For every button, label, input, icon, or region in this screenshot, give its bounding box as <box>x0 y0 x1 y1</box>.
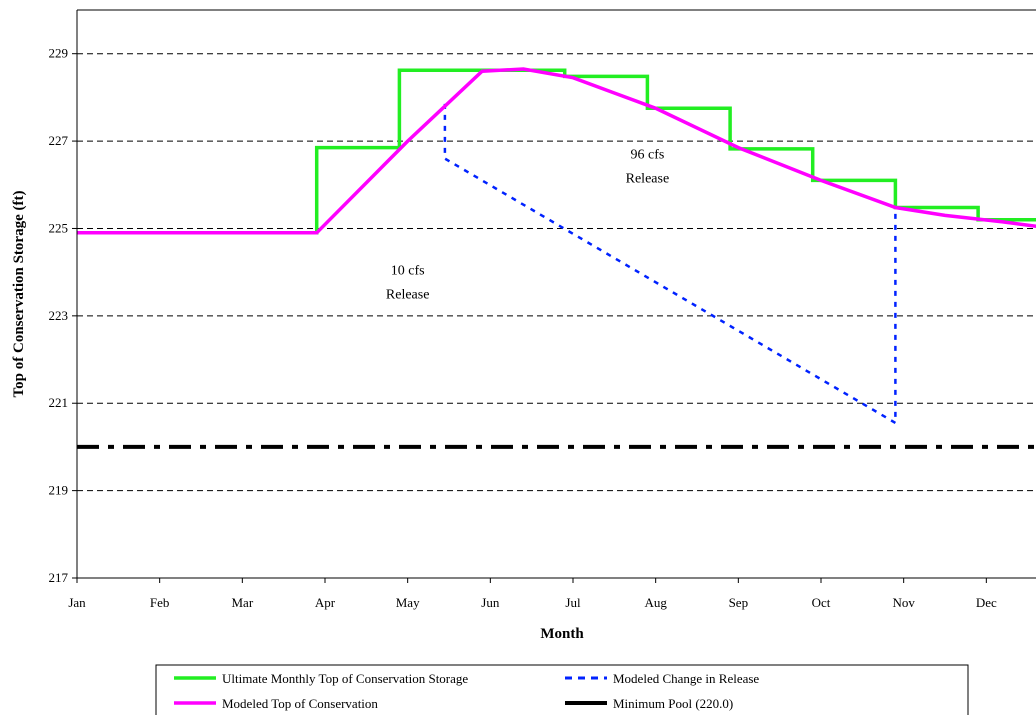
gridlines <box>77 53 1036 492</box>
y-tick-label: 225 <box>49 220 69 235</box>
axes <box>76 9 1036 579</box>
y-tick-label: 223 <box>49 308 69 323</box>
annotations: 96 cfs Release 10 cfs Release <box>386 148 669 303</box>
y-tick-label: 219 <box>49 483 69 498</box>
x-tick-label: May <box>396 595 420 610</box>
x-tick-label: Oct <box>812 595 831 610</box>
series-line-ultimate-monthly-top-of-conservation-storage <box>77 68 1036 235</box>
legend-label-minimum-pool-220-0: Minimum Pool (220.0) <box>613 696 733 711</box>
legend-label-modeled-change-in-release: Modeled Change in Release <box>613 671 759 686</box>
y-tick-label: 227 <box>49 133 69 148</box>
legend-box <box>155 664 969 715</box>
series-line-modeled-change-in-release <box>443 103 897 426</box>
x-tick-label: Apr <box>315 595 336 610</box>
y-tick-label: 229 <box>49 46 69 61</box>
annotation-1-line-1: 96 cfs <box>630 148 664 163</box>
legend-label-modeled-top-of-conservation: Modeled Top of Conservation <box>222 696 378 711</box>
y-axis-title: Top of Conservation Storage (ft) <box>11 191 27 398</box>
annotation-2-line-1: 10 cfs <box>391 263 425 278</box>
tick-labels: 217 219 221 223 225 227 229 Jan Feb Mar Apr May Jun J… <box>49 46 998 610</box>
x-tick-label: Mar <box>231 595 253 610</box>
y-tick-label: 221 <box>49 395 69 410</box>
x-tick-label: Dec <box>976 595 997 610</box>
x-tick-label: Sep <box>729 595 749 610</box>
legend-label-ultimate-monthly-top-of-conservation-storage: Ultimate Monthly Top of Conservation Sto… <box>222 671 468 686</box>
x-tick-label: Aug <box>644 595 667 610</box>
x-tick-label: Jun <box>481 595 500 610</box>
x-tick-label: Jul <box>565 595 581 610</box>
x-tick-label: Nov <box>892 595 915 610</box>
annotation-1-line-2: Release <box>626 172 670 187</box>
y-tick-label: 217 <box>49 570 69 585</box>
series-line-modeled-top-of-conservation <box>77 67 1036 235</box>
series-layer <box>77 67 1036 449</box>
x-axis-title: Month <box>540 626 584 642</box>
x-tick-label: Feb <box>150 595 170 610</box>
legend: Ultimate Monthly Top of Conservation Sto… <box>155 664 969 715</box>
x-tick-label: Jan <box>68 595 86 610</box>
annotation-2-line-2: Release <box>386 287 430 302</box>
